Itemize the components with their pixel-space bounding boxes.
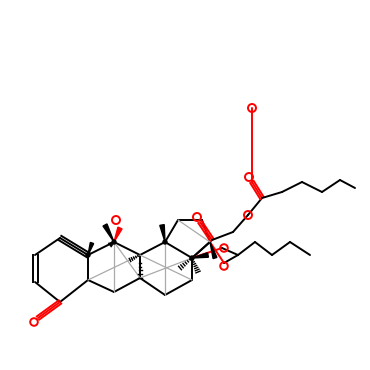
Circle shape [112, 240, 116, 244]
Polygon shape [114, 227, 122, 242]
Polygon shape [160, 225, 165, 242]
Polygon shape [103, 224, 114, 242]
Polygon shape [192, 253, 208, 258]
Polygon shape [88, 242, 94, 255]
Polygon shape [210, 242, 217, 259]
Circle shape [163, 240, 167, 244]
Circle shape [190, 256, 194, 260]
Circle shape [86, 253, 90, 257]
